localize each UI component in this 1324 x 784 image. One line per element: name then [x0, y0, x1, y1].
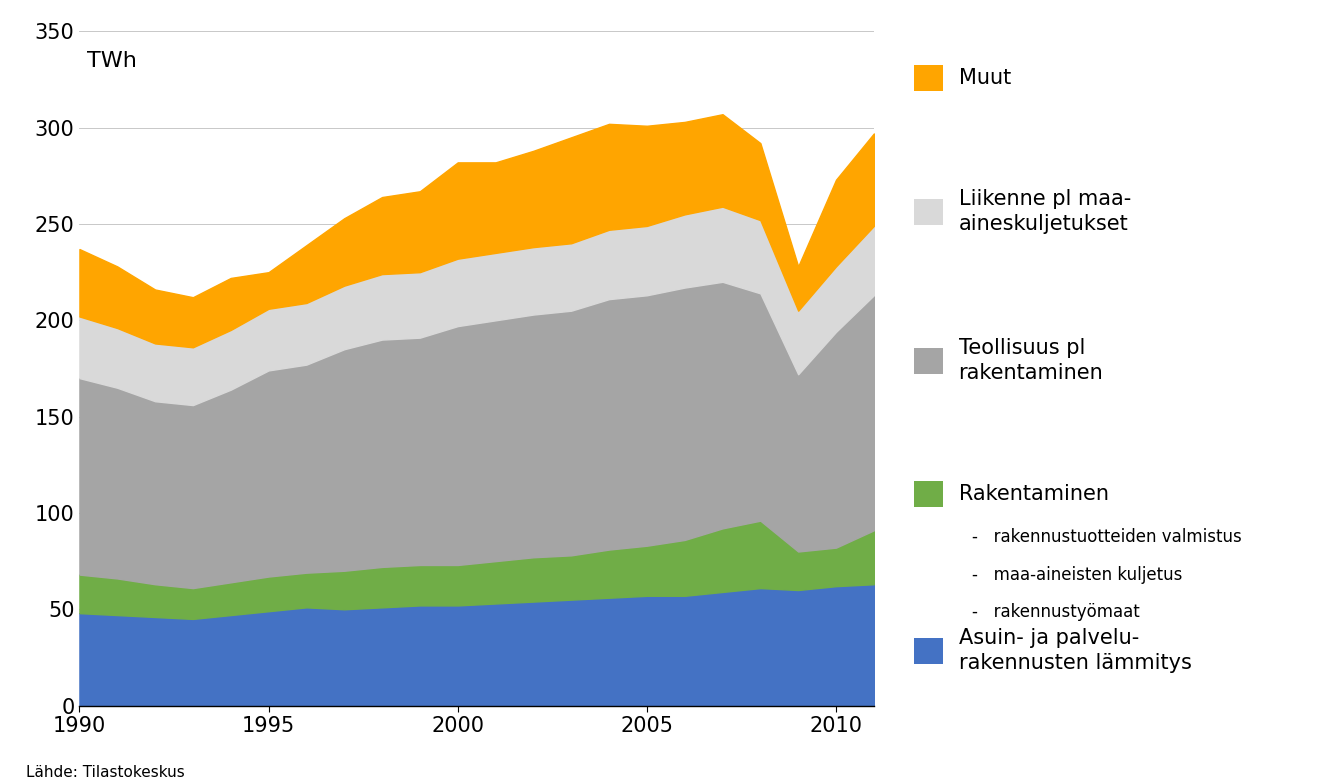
Text: -   maa-aineisten kuljetus: - maa-aineisten kuljetus [972, 566, 1182, 583]
Text: Asuin- ja palvelu-
rakennusten lämmitys: Asuin- ja palvelu- rakennusten lämmitys [959, 628, 1192, 673]
Text: Muut: Muut [959, 68, 1010, 89]
Text: TWh: TWh [87, 51, 136, 71]
Text: -   rakennustuotteiden valmistus: - rakennustuotteiden valmistus [972, 528, 1242, 546]
Text: Lähde: Tilastokeskus: Lähde: Tilastokeskus [26, 765, 185, 780]
Text: -   rakennustyömaat: - rakennustyömaat [972, 604, 1140, 621]
Text: Liikenne pl maa-
aineskuljetukset: Liikenne pl maa- aineskuljetukset [959, 189, 1131, 234]
Text: Rakentaminen: Rakentaminen [959, 484, 1108, 504]
Text: Teollisuus pl
rakentaminen: Teollisuus pl rakentaminen [959, 338, 1103, 383]
